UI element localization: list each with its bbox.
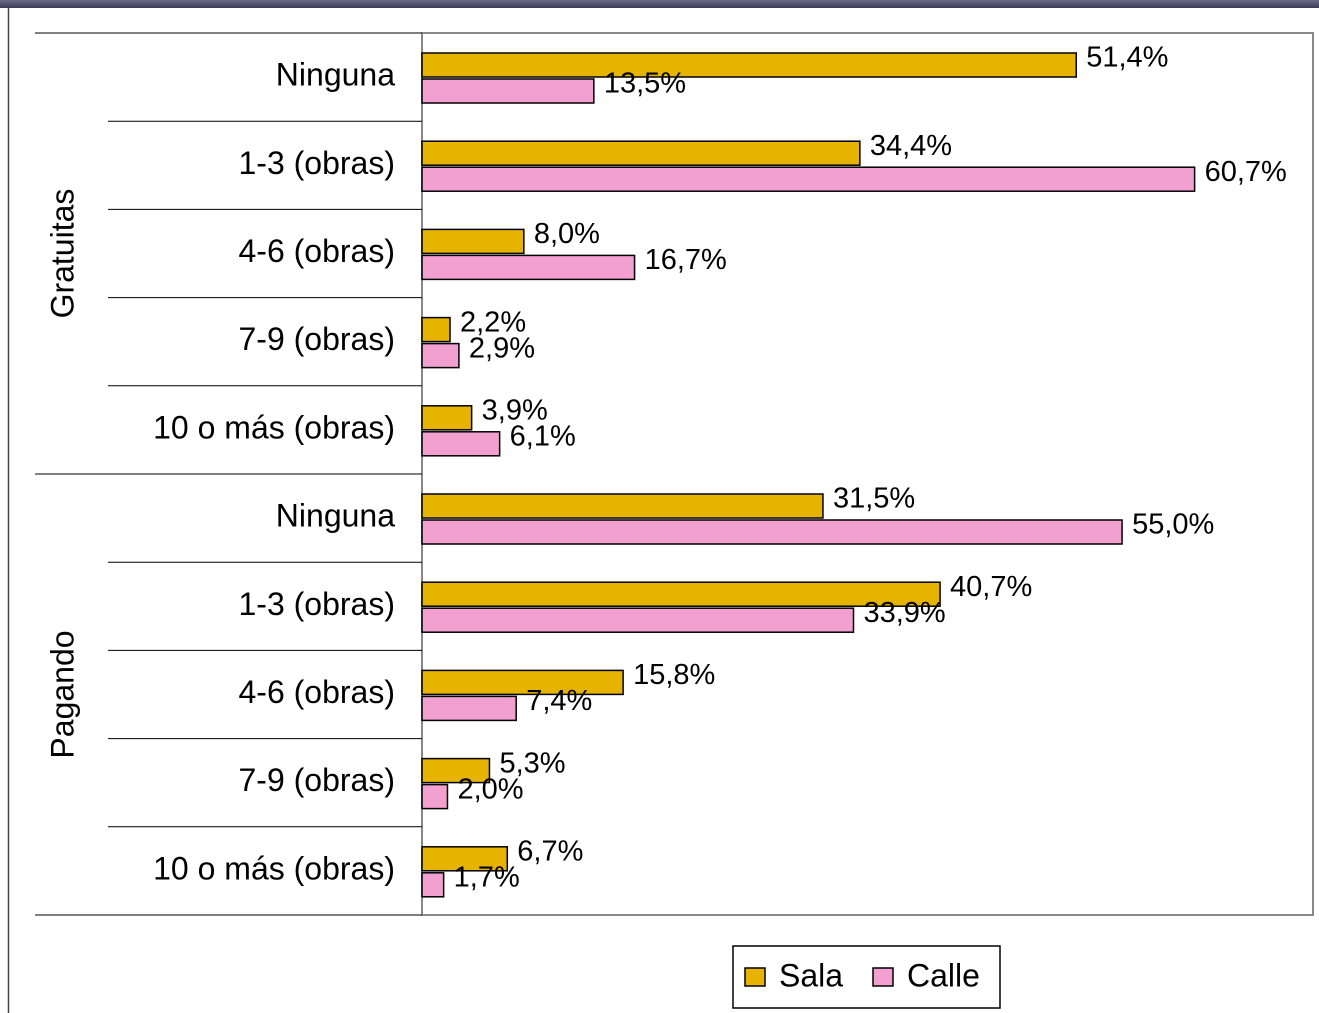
bar	[421, 607, 855, 633]
category-label: 4-6 (obras)	[239, 674, 396, 710]
data-label: 2,2%	[460, 306, 526, 338]
category-label: 7-9 (obras)	[239, 321, 396, 357]
bar	[421, 405, 473, 431]
group-label: Gratuitas	[44, 189, 80, 319]
category-label: Ninguna	[276, 57, 395, 93]
bar	[421, 493, 824, 519]
bar	[421, 140, 861, 166]
bar	[421, 228, 525, 255]
legend-swatch	[872, 967, 894, 987]
data-label: 60,7%	[1205, 156, 1287, 188]
category-label: Ninguna	[276, 498, 395, 534]
bar	[421, 342, 460, 369]
bar	[421, 431, 501, 457]
bar	[421, 78, 595, 104]
data-label: 7,4%	[526, 685, 592, 717]
legend-swatch	[744, 967, 766, 987]
category-label: 1-3 (obras)	[239, 586, 396, 622]
data-label: 33,9%	[863, 597, 945, 629]
data-label: 6,7%	[517, 835, 583, 867]
bar	[421, 581, 941, 607]
group-label: Pagando	[44, 630, 80, 758]
data-label: 31,5%	[833, 483, 915, 515]
category-label: 10 o más (obras)	[153, 850, 395, 886]
category-label: 4-6 (obras)	[239, 233, 396, 269]
data-label: 40,7%	[950, 571, 1032, 603]
data-label: 16,7%	[645, 244, 727, 276]
data-label: 5,3%	[499, 747, 565, 779]
bar	[421, 872, 445, 898]
category-label: 10 o más (obras)	[153, 409, 395, 445]
legend-label: Calle	[907, 957, 980, 993]
window-top-bar	[0, 0, 1319, 8]
data-label: 1,7%	[454, 861, 520, 893]
data-label: 8,0%	[534, 218, 600, 250]
data-label: 51,4%	[1086, 42, 1168, 74]
legend-box	[732, 945, 1001, 1009]
data-label: 34,4%	[870, 130, 952, 162]
bar	[421, 695, 517, 722]
bar	[421, 254, 636, 281]
data-label: 6,1%	[510, 420, 576, 452]
data-label: 55,0%	[1132, 509, 1214, 541]
bar	[421, 52, 1077, 78]
legend-label: Sala	[779, 957, 843, 993]
data-label: 13,5%	[604, 68, 686, 100]
bar	[421, 846, 509, 872]
bar	[421, 669, 624, 696]
bar	[421, 757, 491, 784]
bar	[421, 316, 451, 343]
category-label: 1-3 (obras)	[239, 145, 396, 181]
bar	[421, 783, 449, 810]
data-label: 15,8%	[633, 659, 715, 691]
data-label: 2,0%	[457, 773, 523, 805]
bar	[421, 166, 1196, 192]
data-label: 3,9%	[482, 394, 548, 426]
bar	[421, 519, 1123, 545]
category-label: 7-9 (obras)	[239, 762, 396, 798]
data-label: 2,9%	[469, 332, 535, 364]
